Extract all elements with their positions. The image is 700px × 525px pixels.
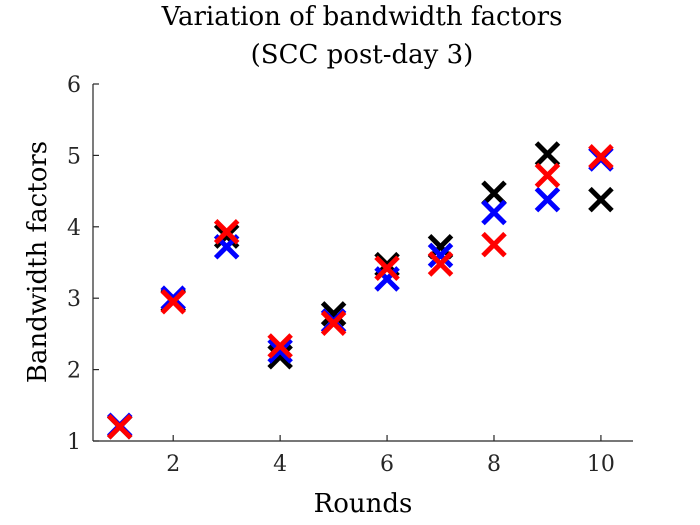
data-point-marker [374, 255, 400, 281]
x-tick-label: 8 [487, 452, 501, 477]
data-point-marker [160, 285, 186, 311]
data-point-marker [106, 413, 133, 440]
x-axis-label: Rounds [314, 489, 413, 519]
data-point-marker [213, 223, 240, 249]
y-tick-label: 4 [67, 216, 81, 241]
data-point-marker [213, 219, 240, 245]
data-markers [106, 141, 614, 440]
data-point-marker [267, 333, 293, 359]
y-tick-label: 5 [67, 144, 81, 169]
data-point-marker [588, 186, 614, 213]
data-point-marker [481, 231, 507, 258]
data-point-marker [534, 186, 561, 213]
x-tick-label: 4 [273, 452, 287, 477]
data-point-marker [374, 266, 400, 292]
data-point-marker [427, 251, 454, 277]
data-point-marker [534, 141, 561, 167]
data-point-marker [427, 242, 454, 269]
data-point-marker [267, 338, 293, 364]
data-point-marker [588, 144, 614, 170]
data-point-marker [267, 343, 293, 370]
chart-title-line-1: Variation of bandwidth factors [161, 2, 563, 32]
data-point-marker [534, 162, 561, 189]
y-tick-label: 1 [67, 430, 81, 455]
y-axis-label: Bandwidth factors [23, 141, 53, 383]
x-axis-ticks: 2 4 6 8 10 [166, 435, 615, 477]
x-tick-label: 6 [380, 452, 394, 477]
y-tick-label: 3 [67, 287, 81, 312]
data-point-marker [481, 199, 507, 226]
data-point-marker [320, 310, 347, 336]
x-tick-label: 10 [587, 452, 615, 477]
chart-title-line-2: (SCC post-day 3) [251, 40, 474, 70]
x-tick-label: 2 [166, 452, 180, 477]
y-tick-label: 6 [67, 73, 81, 98]
y-tick-label: 2 [67, 359, 81, 384]
data-point-marker [160, 289, 186, 315]
data-point-marker [320, 301, 347, 327]
y-axis-ticks: 1 2 3 4 5 6 [67, 73, 99, 455]
data-point-marker [481, 180, 507, 207]
